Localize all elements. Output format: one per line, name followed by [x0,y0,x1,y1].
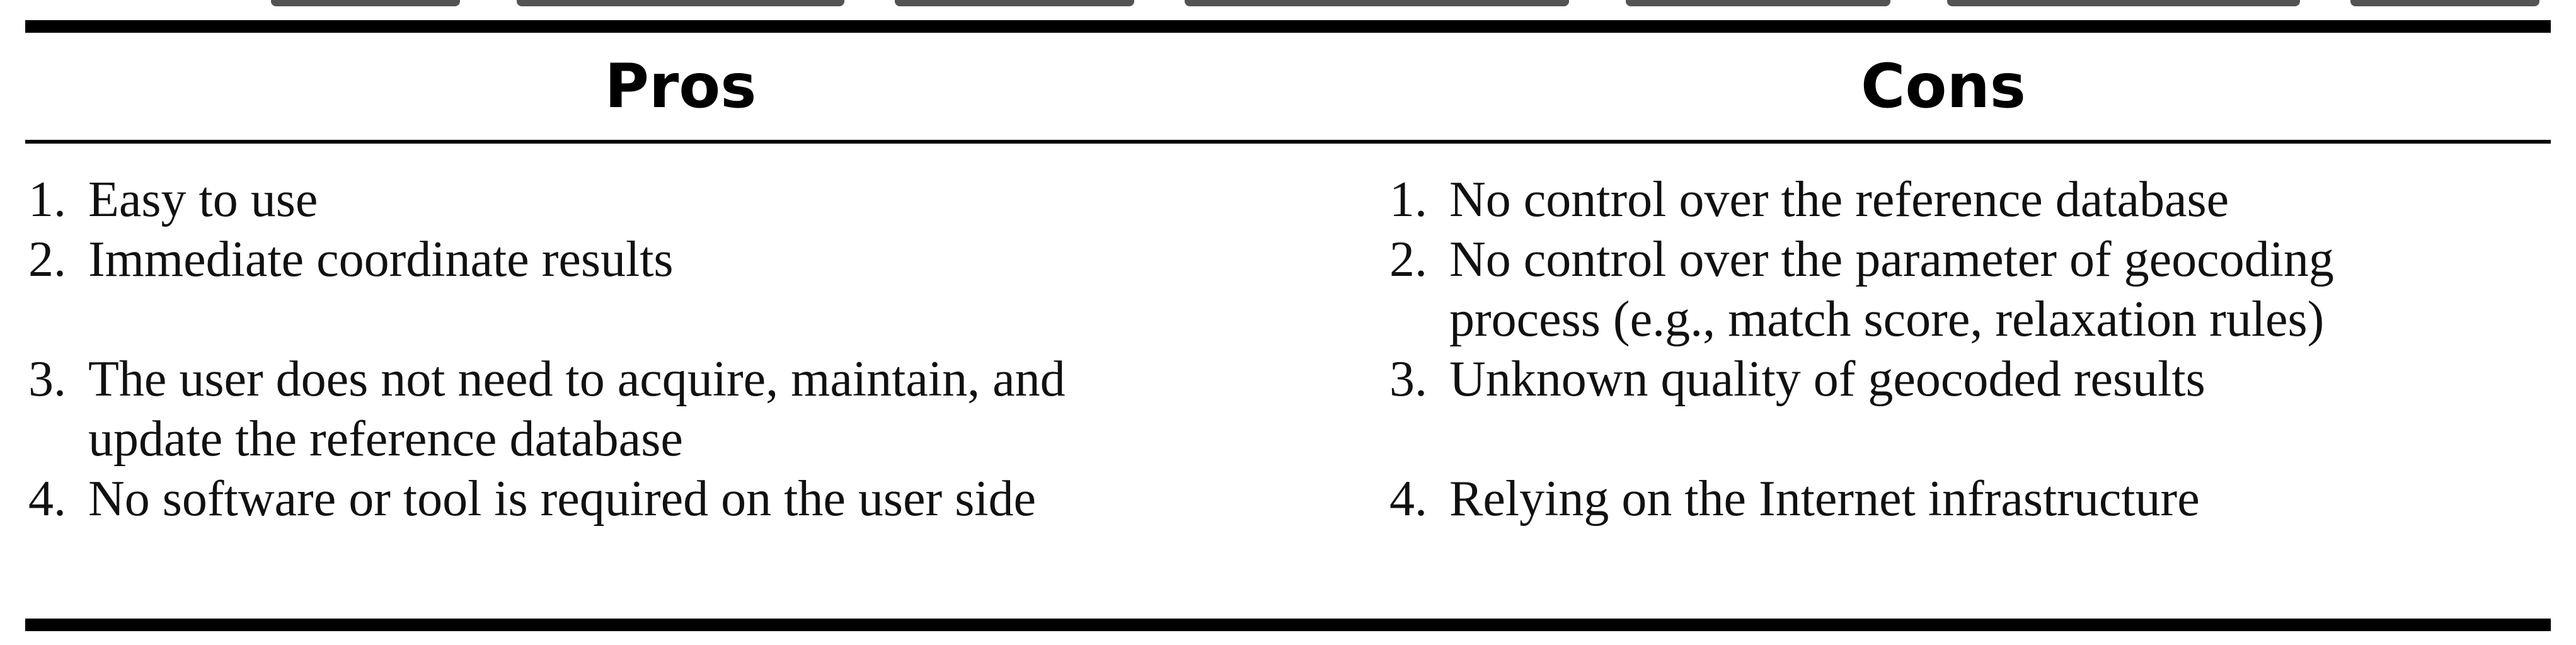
cons-item-number: 2. [1389,232,1427,287]
cons-item-3: 3. Unknown quality of geocoded results [1389,350,2562,409]
cons-item-4: 4. Relying on the Internet infrastructur… [1389,469,2562,529]
pros-item-4: 4. No software or tool is required on th… [28,469,1336,529]
cons-item-text: Unknown quality of geocoded results [1449,351,2205,407]
cons-item-number: 3. [1389,351,1427,407]
pros-item-2: 2. Immediate coordinate results [28,230,1336,290]
cons-item-text: No control over the reference database [1449,172,2229,227]
cons-item-number: 4. [1389,471,1427,527]
pros-item-text: No software or tool is required on the u… [88,471,1037,527]
cropped-caption-remnant [0,0,2576,11]
pros-item-3: 3. The user does not need to acquire, ma… [28,350,1336,469]
cons-item-text: No control over the parameter of geocodi… [1449,232,2334,287]
cons-item-number: 1. [1389,172,1427,227]
pros-item-number: 1. [28,172,66,227]
header-separator-rule [25,140,2551,144]
pros-item-text-continued: update the reference database [88,411,683,467]
cons-column-header: Cons [1861,51,2026,122]
pros-item-number: 2. [28,232,66,287]
pros-item-text: Immediate coordinate results [88,232,674,287]
pros-item-text: Easy to use [88,172,318,227]
pros-column-header: Pros [604,51,757,122]
pros-item-number: 3. [28,351,66,407]
cons-item-2: 2. No control over the parameter of geoc… [1389,230,2562,350]
pros-list: 1. Easy to use 2. Immediate coordinate r… [28,170,1336,529]
cons-item-text: Relying on the Internet infrastructure [1449,471,2200,527]
cons-list: 1. No control over the reference databas… [1389,170,2562,529]
cons-item-1: 1. No control over the reference databas… [1389,170,2562,230]
pros-item-number: 4. [28,471,66,527]
table-bottom-rule [25,619,2551,631]
table-top-rule [25,20,2551,33]
cons-item-text-continued: process (e.g., match score, relaxation r… [1449,292,2325,347]
pros-item-1: 1. Easy to use [28,170,1336,230]
pros-item-text: The user does not need to acquire, maint… [88,351,1066,407]
